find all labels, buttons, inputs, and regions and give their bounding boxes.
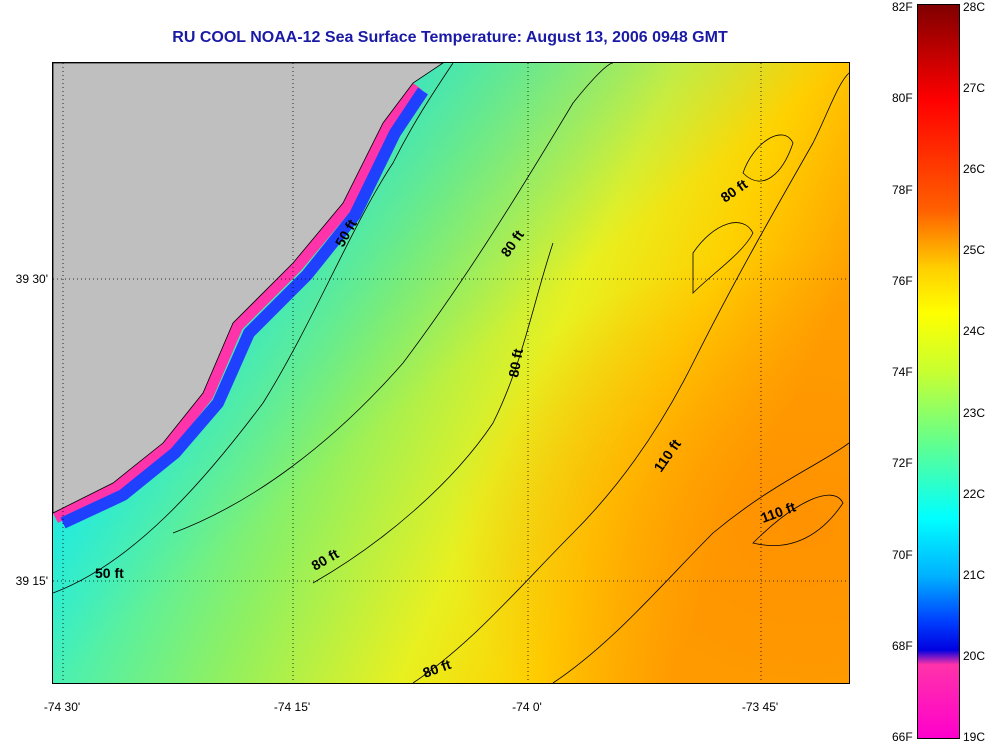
colorbar-celsius-label: 20C bbox=[963, 648, 986, 663]
colorbar-celsius-label: 28C bbox=[963, 0, 986, 14]
sst-map[interactable]: 50 ft 80 ft 80 ft 80 ft 110 ft 110 ft 50… bbox=[52, 62, 850, 684]
cool-water-region bbox=[53, 63, 849, 683]
colorbar-fahrenheit-label: 74F bbox=[892, 365, 913, 379]
temperature-colorbar bbox=[917, 4, 960, 739]
x-tick-label: -74 15' bbox=[273, 700, 311, 714]
colorbar-celsius-label: 26C bbox=[963, 162, 986, 177]
land-area bbox=[53, 63, 444, 514]
colorbar-fahrenheit-label: 82F bbox=[892, 0, 913, 14]
sst-map-canvas: 50 ft 80 ft 80 ft 80 ft 110 ft 110 ft 50… bbox=[53, 63, 849, 683]
colorbar-celsius-label: 19C bbox=[963, 730, 986, 744]
contour-label-50ft-south: 50 ft bbox=[95, 565, 124, 581]
colorbar-fahrenheit-label: 72F bbox=[892, 456, 913, 471]
colorbar-celsius-label: 21C bbox=[963, 567, 986, 582]
colorbar-gradient bbox=[918, 5, 959, 738]
colorbar-celsius-label: 24C bbox=[963, 324, 986, 339]
depth-contours bbox=[53, 63, 849, 683]
colorbar-celsius-label: 25C bbox=[963, 243, 986, 258]
graticule bbox=[53, 63, 849, 683]
colorbar-fahrenheit-label: 80F bbox=[892, 91, 913, 106]
x-tick-label: -74 0' bbox=[512, 700, 542, 714]
colorbar-celsius-label: 27C bbox=[963, 81, 986, 96]
colorbar-fahrenheit-label: 68F bbox=[892, 638, 913, 653]
colorbar-fahrenheit-label: 66F bbox=[892, 730, 913, 744]
x-tick-label: -74 30' bbox=[43, 700, 81, 714]
colorbar-celsius-label: 23C bbox=[963, 405, 986, 420]
colorbar-fahrenheit-label: 70F bbox=[892, 547, 913, 562]
y-tick-label: 39 15' bbox=[15, 574, 48, 588]
x-tick-label: -73 45' bbox=[741, 700, 779, 714]
colorbar-fahrenheit-label: 76F bbox=[892, 273, 913, 288]
colorbar-celsius-label: 22C bbox=[963, 486, 986, 501]
contour-label-80ft-center: 80 ft bbox=[505, 347, 526, 378]
y-tick-label: 39 30' bbox=[15, 272, 48, 286]
colorbar-fahrenheit-label: 78F bbox=[892, 182, 913, 197]
map-title: RU COOL NOAA-12 Sea Surface Temperature:… bbox=[172, 29, 728, 46]
